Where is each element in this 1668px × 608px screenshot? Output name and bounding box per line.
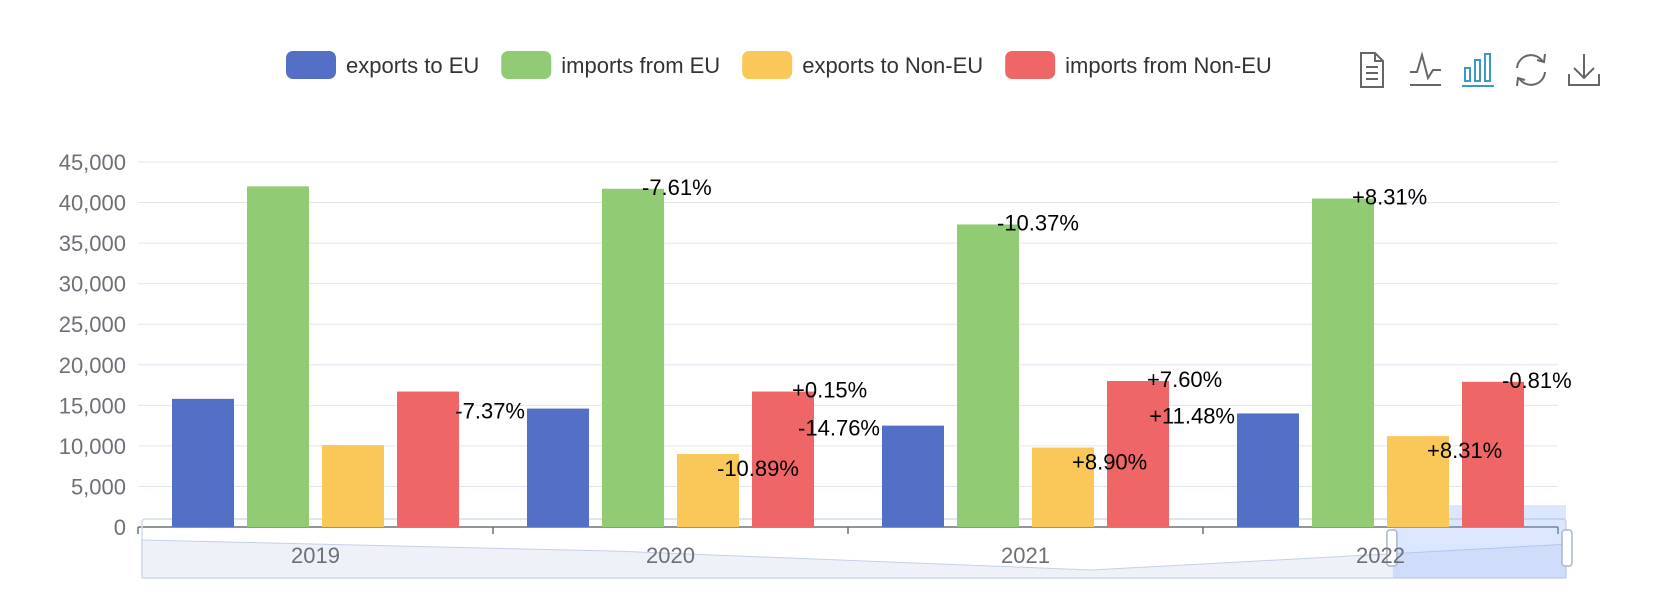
legend-swatch[interactable]	[501, 51, 552, 79]
x-tick-label: 2022	[1356, 543, 1405, 568]
data-label: +0.15%	[792, 378, 867, 403]
legend-label[interactable]: imports from Non-EU	[1065, 53, 1272, 78]
bar-chart-icon[interactable]	[1462, 53, 1494, 87]
datazoom-preview	[141, 539, 1567, 579]
bar-exports-to-non-eu[interactable]	[677, 454, 739, 527]
bar-exports-to-eu[interactable]	[882, 425, 944, 527]
bar-imports-from-eu[interactable]	[247, 186, 309, 528]
data-label: -7.61%	[642, 175, 712, 200]
legend-swatch[interactable]	[742, 51, 793, 79]
y-tick-label: 45,000	[59, 150, 126, 175]
data-label: +11.48%	[1149, 403, 1235, 428]
x-tick-label: 2021	[1001, 543, 1050, 568]
bar-imports-from-eu[interactable]	[602, 188, 664, 527]
bar-imports-from-eu[interactable]	[1312, 198, 1374, 528]
line-chart-icon[interactable]	[1410, 51, 1441, 86]
data-label: +8.31%	[1352, 185, 1427, 210]
download-icon[interactable]	[1568, 54, 1600, 86]
y-tick-label: 20,000	[59, 353, 126, 378]
y-tick-label: 40,000	[59, 191, 126, 216]
bar-exports-to-eu[interactable]	[1237, 413, 1299, 527]
x-tick-label: 2020	[646, 543, 695, 568]
y-tick-label: 0	[114, 515, 126, 540]
data-label: -0.81%	[1502, 368, 1572, 393]
bar-imports-from-non-eu[interactable]	[397, 391, 459, 527]
legend-label[interactable]: exports to EU	[346, 53, 479, 78]
data-label: -10.89%	[717, 456, 799, 481]
data-label: +8.90%	[1072, 450, 1147, 475]
x-tick-label: 2019	[291, 543, 340, 568]
bar-exports-to-non-eu[interactable]	[322, 445, 384, 527]
datazoom-handle-left[interactable]	[1386, 529, 1398, 567]
y-tick-label: 25,000	[59, 312, 126, 337]
bar-exports-to-non-eu[interactable]	[1032, 447, 1094, 527]
y-tick-label: 35,000	[59, 231, 126, 256]
y-tick-label: 15,000	[59, 393, 126, 418]
legend-label[interactable]: imports from EU	[561, 53, 720, 78]
bar-exports-to-non-eu[interactable]	[1387, 436, 1449, 527]
data-label: -14.76%	[798, 416, 880, 441]
data-view-icon[interactable]	[1360, 52, 1384, 88]
data-label: -10.37%	[997, 210, 1079, 235]
bar-exports-to-eu[interactable]	[172, 398, 234, 527]
bar-imports-from-eu[interactable]	[957, 224, 1019, 527]
legend-label[interactable]: exports to Non-EU	[802, 53, 983, 78]
datazoom-handle-right[interactable]	[1561, 529, 1573, 567]
legend-swatch[interactable]	[1005, 51, 1056, 79]
bar-exports-to-eu[interactable]	[527, 408, 589, 527]
y-tick-label: 30,000	[59, 272, 126, 297]
y-tick-label: 10,000	[59, 434, 126, 459]
data-label: -7.37%	[455, 399, 525, 424]
legend-swatch[interactable]	[286, 51, 336, 79]
restore-icon[interactable]	[1516, 53, 1546, 87]
data-label: +8.31%	[1427, 438, 1502, 463]
bar-imports-from-non-eu[interactable]	[752, 391, 814, 527]
data-label: +7.60%	[1147, 367, 1222, 392]
bar-imports-from-non-eu[interactable]	[1462, 381, 1524, 527]
y-tick-label: 5,000	[71, 474, 126, 499]
bar-imports-from-non-eu[interactable]	[1107, 381, 1169, 527]
